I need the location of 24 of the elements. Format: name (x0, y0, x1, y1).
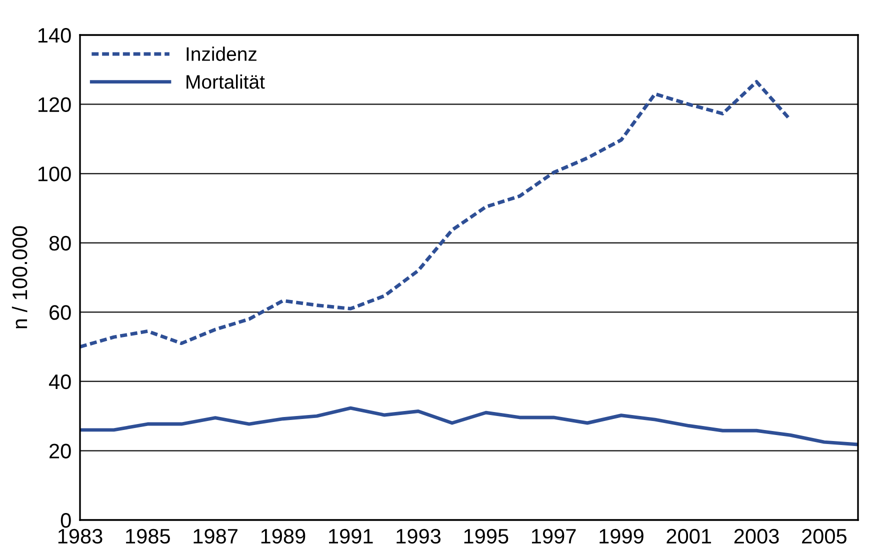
x-tick-label: 2005 (802, 528, 846, 544)
y-tick-label: 20 (50, 444, 71, 458)
x-tick-label: 1995 (464, 528, 508, 544)
x-tick-label: 1991 (329, 528, 373, 544)
y-axis-title: n / 100.000 (12, 226, 28, 328)
x-tick-label: 2003 (734, 528, 779, 544)
x-tick-label: 1997 (532, 528, 576, 544)
x-tick-label: 1985 (126, 528, 170, 544)
x-tick-label: 1987 (194, 528, 238, 544)
y-tick-label: 80 (49, 236, 71, 251)
legend-label: Mortalität (186, 74, 265, 89)
y-tick-label: 40 (48, 374, 71, 390)
y-tick-label: 100 (38, 166, 71, 182)
x-tick-label: 1999 (600, 528, 644, 544)
y-tick-label: 60 (50, 305, 71, 320)
x-tick-label: 1983 (58, 528, 102, 544)
y-tick-label: 120 (38, 97, 71, 112)
line-series (80, 406, 858, 446)
y-tick-label: 0 (60, 513, 71, 528)
x-tick-label: 1989 (261, 528, 306, 544)
legend-label: Inzidenz (186, 46, 256, 61)
y-tick-label: 140 (38, 28, 71, 43)
x-tick-label: 1993 (396, 528, 441, 544)
x-tick-label: 2001 (666, 528, 712, 544)
